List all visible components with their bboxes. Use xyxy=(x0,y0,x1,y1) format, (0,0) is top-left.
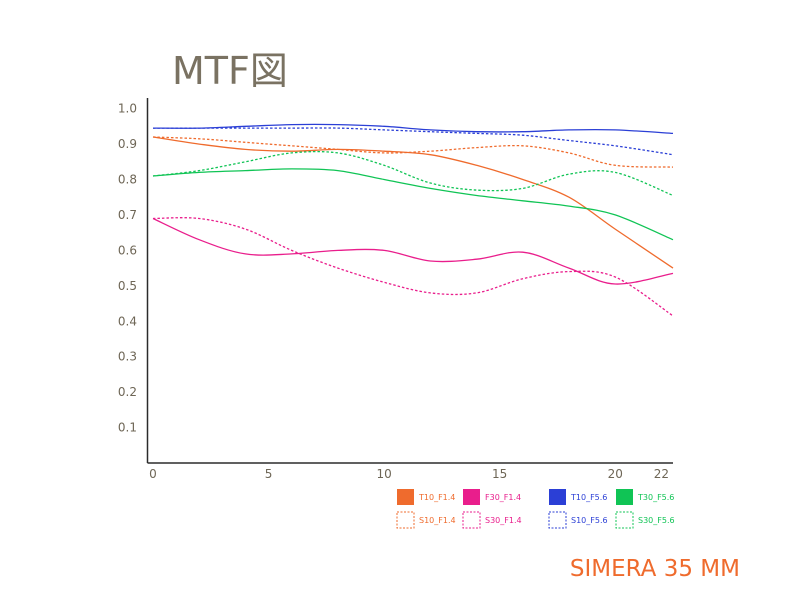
series-lines xyxy=(152,123,674,317)
series-line-t10-f5-6 xyxy=(152,123,674,135)
legend-swatch-s30-f1-4 xyxy=(462,511,481,529)
axes xyxy=(146,98,673,464)
y-tick-label: 0.8 xyxy=(118,173,137,187)
legend-swatch-s10-f5-6 xyxy=(548,511,567,529)
series-line-t10-f1-4 xyxy=(152,136,674,269)
series-line-t30-f5-6 xyxy=(152,168,674,241)
legend-label-s30-f5-6: S30_F5.6 xyxy=(638,516,675,525)
series-line-s30-f5-6 xyxy=(152,150,674,197)
x-tick-label: 0 xyxy=(149,467,157,481)
y-tick-label: 0.5 xyxy=(118,279,137,293)
brand-label: SIMERA 35 MM xyxy=(570,556,740,582)
legend-label-t10-f1-4: T10_F1.4 xyxy=(418,493,455,502)
x-tick-label: 15 xyxy=(492,467,507,481)
series-line-s30-f1-4 xyxy=(152,217,674,317)
y-tick-label: 0.7 xyxy=(118,208,137,222)
legend-label-s30-f1-4: S30_F1.4 xyxy=(485,516,522,525)
series-line-f30-f1-4 xyxy=(152,217,674,285)
legend-label-s10-f1-4: S10_F1.4 xyxy=(419,516,456,525)
legend-label-f30-f1-4: F30_F1.4 xyxy=(485,493,521,502)
x-tick-label: 10 xyxy=(376,467,391,481)
y-tick-label: 1.0 xyxy=(118,102,137,116)
y-tick-label: 0.1 xyxy=(118,421,137,435)
y-tick-label: 0.6 xyxy=(118,243,137,257)
y-tick-label: 0.4 xyxy=(118,314,137,328)
x-tick-labels: 0 5 10 15 20 22 xyxy=(149,467,669,481)
chart-title: MTF図 xyxy=(172,49,288,93)
legend-swatch-t10-f5-6 xyxy=(549,489,566,505)
y-tick-label: 0.3 xyxy=(118,350,137,364)
legend-swatch-t10-f1-4 xyxy=(397,489,414,505)
legend-swatch-s30-f5-6 xyxy=(615,511,634,529)
x-tick-label: 5 xyxy=(265,467,273,481)
legend-swatch-t30-f5-6 xyxy=(616,489,633,505)
x-tick-label: 20 xyxy=(608,467,623,481)
x-tick-label: 22 xyxy=(654,467,669,481)
legend-swatch-s10-f1-4 xyxy=(396,511,415,529)
legend-label-t30-f5-6: T30_F5.6 xyxy=(637,493,674,502)
legend: T10_F1.4 S10_F1.4 F30_F1.4 S30_F1.4 T10_F5.6… xyxy=(396,489,675,529)
y-tick-label: 0.9 xyxy=(118,137,137,151)
y-tick-label: 0.2 xyxy=(118,385,137,399)
y-tick-labels: 0.1 0.2 0.3 0.4 0.5 0.6 0.7 0.8 0.9 1.0 xyxy=(118,102,137,435)
legend-swatch-f30-f1-4 xyxy=(463,489,480,505)
series-line-s10-f1-4 xyxy=(152,136,674,168)
series-line-s10-f5-6 xyxy=(153,127,674,156)
legend-label-t10-f5-6: T10_F5.6 xyxy=(570,493,607,502)
legend-label-s10-f5-6: S10_F5.6 xyxy=(571,516,608,525)
